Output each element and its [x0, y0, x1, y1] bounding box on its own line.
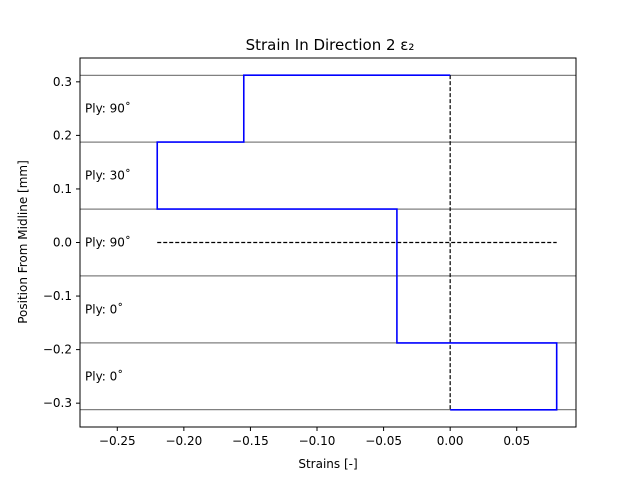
y-axis-ticks: 0.3 0.2 0.1 0.0 −0.1 −0.2 −0.3 [43, 75, 80, 410]
x-axis-label: Strains [-] [298, 457, 357, 471]
strain-series [156, 74, 558, 411]
strain-profile-line [156, 74, 558, 411]
y-tick-label: 0.0 [53, 236, 72, 250]
ply-label: Ply: 0˚ [85, 301, 123, 316]
ply-label: Ply: 30˚ [85, 168, 131, 183]
ply-label: Ply: 90˚ [85, 235, 131, 250]
reference-lines [157, 75, 557, 410]
x-tick-label: −0.15 [232, 434, 269, 448]
x-tick-label: −0.10 [299, 434, 336, 448]
x-tick-label: −0.20 [165, 434, 202, 448]
x-tick-label: 0.00 [437, 434, 464, 448]
y-tick-label: 0.2 [53, 128, 72, 142]
y-tick-label: −0.3 [43, 396, 72, 410]
ply-label: Ply: 0˚ [85, 368, 123, 383]
y-tick-label: −0.2 [43, 343, 72, 357]
y-tick-label: −0.1 [43, 289, 72, 303]
chart-title: Strain In Direction 2 ε₂ [246, 36, 415, 54]
x-tick-label: 0.05 [503, 434, 530, 448]
x-tick-label: −0.25 [99, 434, 136, 448]
y-tick-label: 0.3 [53, 75, 72, 89]
ply-label: Ply: 90˚ [85, 101, 131, 116]
y-axis-label: Position From Midline [mm] [16, 160, 30, 324]
ply-labels: Ply: 90˚ Ply: 30˚ Ply: 90˚ Ply: 0˚ Ply: 0˚ [85, 101, 131, 384]
x-axis-ticks: −0.25 −0.20 −0.15 −0.10 −0.05 0.00 0.05 [99, 427, 530, 448]
y-tick-label: 0.1 [53, 182, 72, 196]
x-tick-label: −0.05 [365, 434, 402, 448]
